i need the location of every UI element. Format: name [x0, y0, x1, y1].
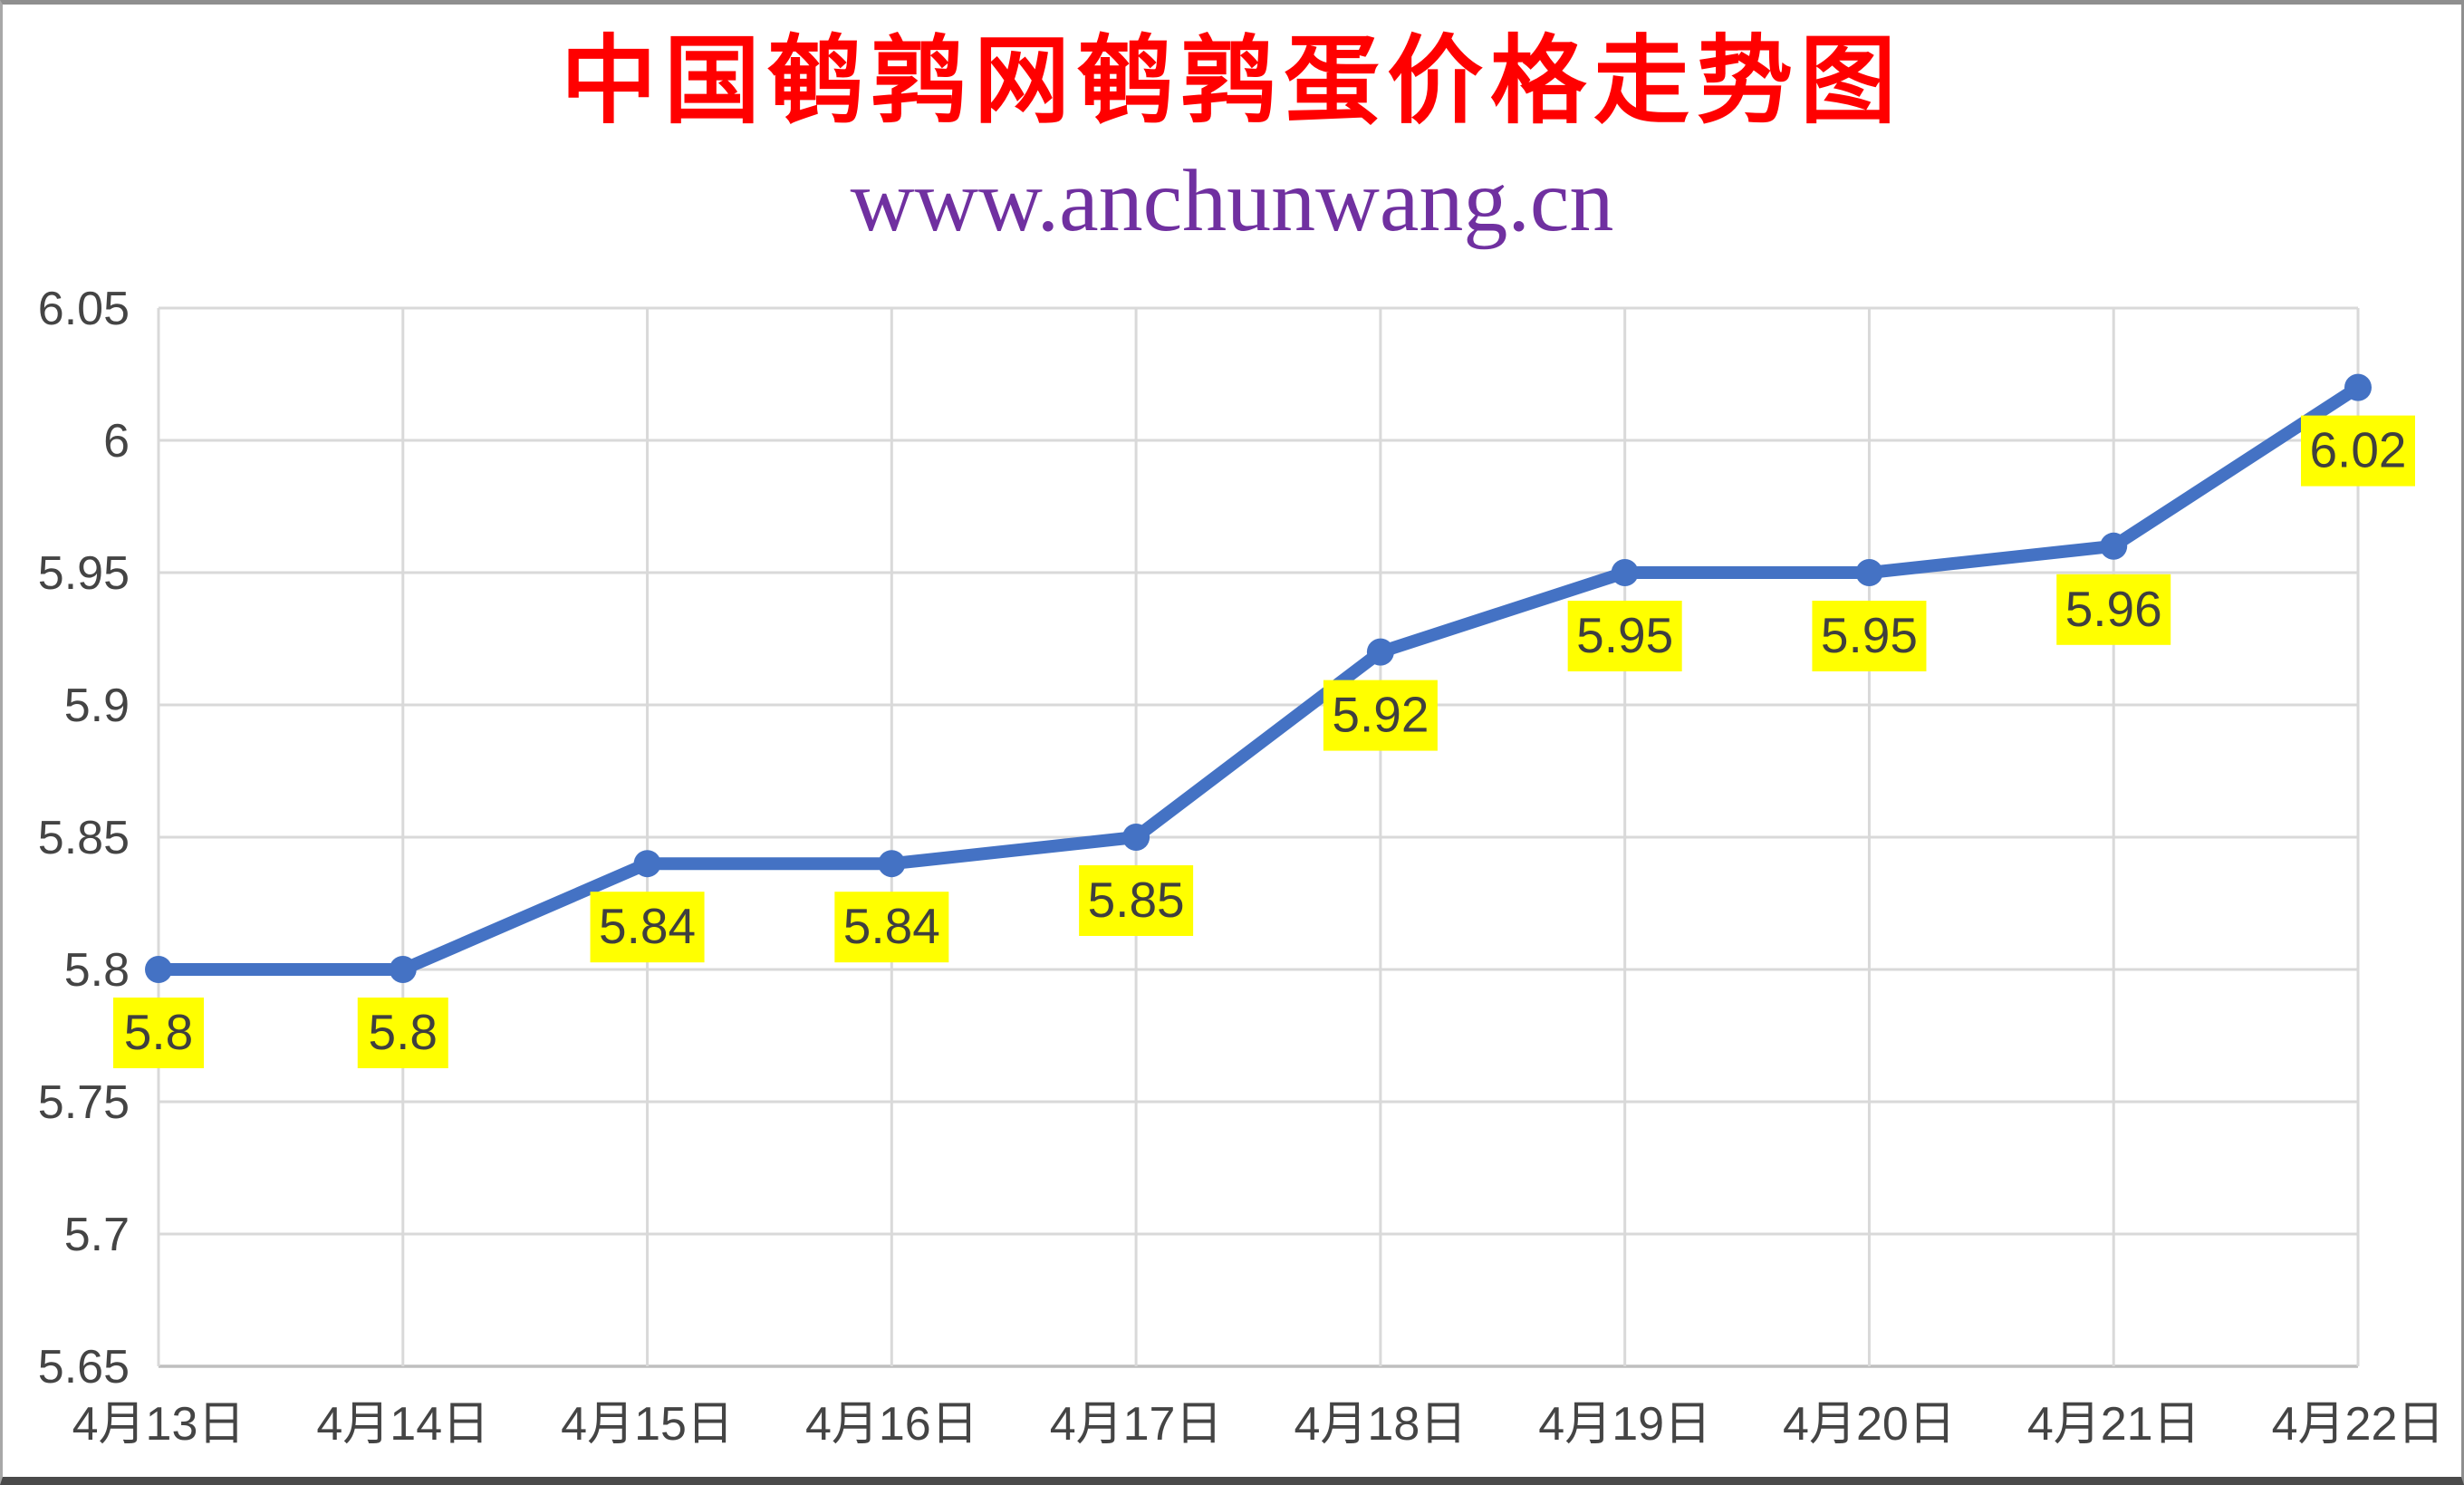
x-axis-tick-label: 4月18日 [1295, 1398, 1468, 1451]
data-point-marker [878, 850, 906, 878]
y-axis-tick-label: 5.95 [38, 547, 130, 600]
data-point-marker [1122, 824, 1150, 851]
data-point-marker [2100, 532, 2128, 560]
data-point-marker [1366, 638, 1394, 666]
data-point-marker [2344, 373, 2372, 401]
x-axis-tick-label: 4月21日 [2027, 1398, 2200, 1451]
data-label-value: 5.8 [124, 1004, 193, 1060]
x-axis-tick-label: 4月14日 [316, 1398, 489, 1451]
data-label-value: 6.02 [2309, 422, 2406, 478]
data-label-value: 5.92 [1332, 687, 1429, 743]
y-axis-tick-label: 6.05 [38, 283, 130, 335]
y-axis-tick-label: 5.75 [38, 1076, 130, 1129]
data-label-box [1812, 601, 1927, 671]
data-label-box [357, 998, 448, 1068]
data-point-marker [389, 956, 417, 983]
data-point-marker [633, 850, 661, 878]
data-label-box [590, 892, 705, 963]
data-label-box [113, 998, 204, 1068]
x-axis-tick-label: 4月22日 [2272, 1398, 2445, 1451]
data-label-box [2301, 415, 2415, 487]
chart-title: 中国鹌鹑网鹌鹑蛋价格走势图 [561, 24, 1903, 137]
x-axis-tick-label: 4月20日 [1783, 1398, 1956, 1451]
y-axis-tick-label: 5.9 [64, 680, 130, 732]
data-label-value: 5.8 [369, 1004, 438, 1060]
x-axis-tick-label: 4月16日 [805, 1398, 978, 1451]
data-label-box [834, 892, 949, 963]
y-axis-tick-label: 5.7 [64, 1209, 130, 1261]
x-axis-tick-label: 4月13日 [72, 1398, 245, 1451]
data-point-marker [1855, 559, 1883, 586]
price-line [152, 381, 2364, 976]
data-label-box [2056, 574, 2171, 645]
y-axis-tick-label: 5.65 [38, 1341, 130, 1393]
data-label-value: 5.96 [2065, 581, 2162, 637]
site-url-subtitle: www.anchunwang.cn [850, 152, 1614, 250]
data-label-box [1323, 680, 1438, 751]
x-axis-tick-label: 4月17日 [1050, 1398, 1223, 1451]
data-point-marker [145, 956, 172, 983]
data-label-value: 5.95 [1821, 607, 1918, 663]
y-axis-tick-label: 6 [103, 415, 130, 468]
y-axis-tick-label: 5.8 [64, 944, 130, 997]
x-axis-tick-label: 4月15日 [561, 1398, 734, 1451]
data-point-marker [1611, 559, 1639, 586]
data-label-value: 5.84 [843, 898, 940, 954]
data-label-value: 5.84 [599, 898, 696, 954]
y-axis-tick-label: 5.85 [38, 812, 130, 864]
data-label-value: 5.85 [1088, 872, 1185, 928]
data-label-box [1079, 865, 1194, 936]
x-axis-tick-label: 4月19日 [1538, 1398, 1711, 1451]
data-label-box [1567, 601, 1682, 671]
data-label-value: 5.95 [1576, 607, 1673, 663]
